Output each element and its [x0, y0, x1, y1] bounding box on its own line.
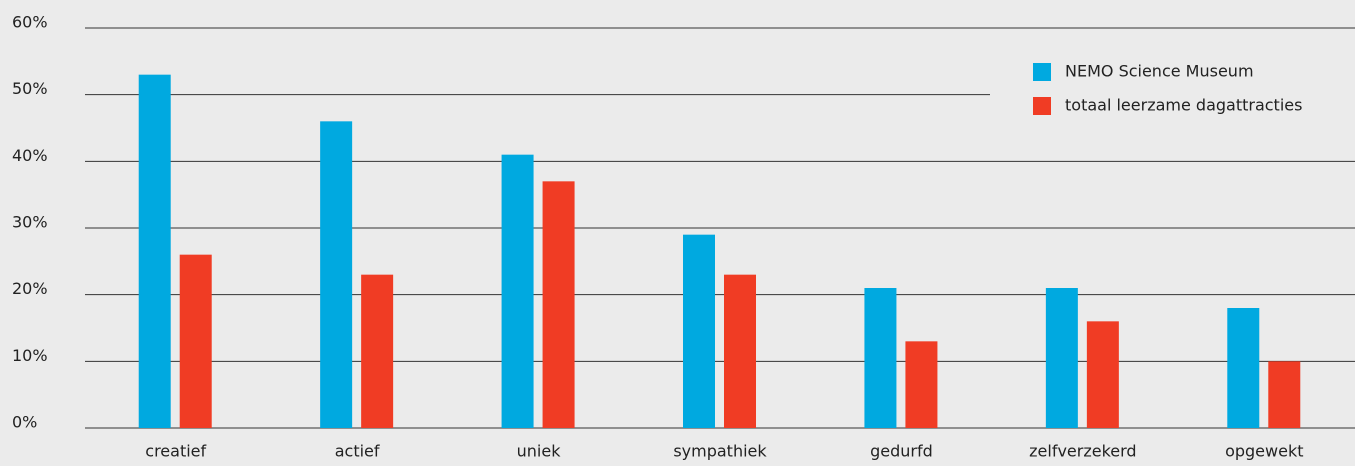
bar — [864, 288, 897, 428]
bar — [683, 234, 715, 428]
bar — [542, 181, 575, 428]
bar — [905, 341, 938, 428]
bar — [179, 254, 212, 428]
y-tick-label: 10% — [12, 346, 48, 365]
x-tick-label: actief — [335, 442, 380, 461]
bar — [1045, 288, 1078, 428]
legend-label: NEMO Science Museum — [1065, 62, 1254, 81]
bar — [501, 154, 534, 428]
x-tick-label: creatief — [145, 442, 206, 461]
y-tick-label: 60% — [12, 13, 48, 32]
y-tick-label: 30% — [12, 213, 48, 232]
legend-swatch — [1033, 97, 1051, 115]
y-tick-label: 0% — [12, 413, 37, 432]
x-tick-label: opgewekt — [1225, 442, 1303, 461]
x-tick-label: sympathiek — [673, 442, 767, 461]
y-tick-label: 20% — [12, 279, 48, 298]
legend-label: totaal leerzame dagattracties — [1065, 96, 1302, 115]
bar — [1268, 361, 1301, 428]
bar — [361, 274, 394, 428]
bar — [320, 121, 353, 428]
x-tick-label: gedurfd — [870, 442, 933, 461]
y-tick-label: 40% — [12, 146, 48, 165]
bar — [138, 74, 171, 429]
legend-swatch — [1033, 63, 1051, 81]
x-tick-label: zelfverzekerd — [1029, 442, 1136, 461]
y-tick-label: 50% — [12, 79, 48, 98]
bar — [1227, 308, 1260, 428]
x-tick-label: uniek — [517, 442, 562, 461]
bar — [1086, 321, 1119, 428]
bar — [724, 274, 756, 428]
